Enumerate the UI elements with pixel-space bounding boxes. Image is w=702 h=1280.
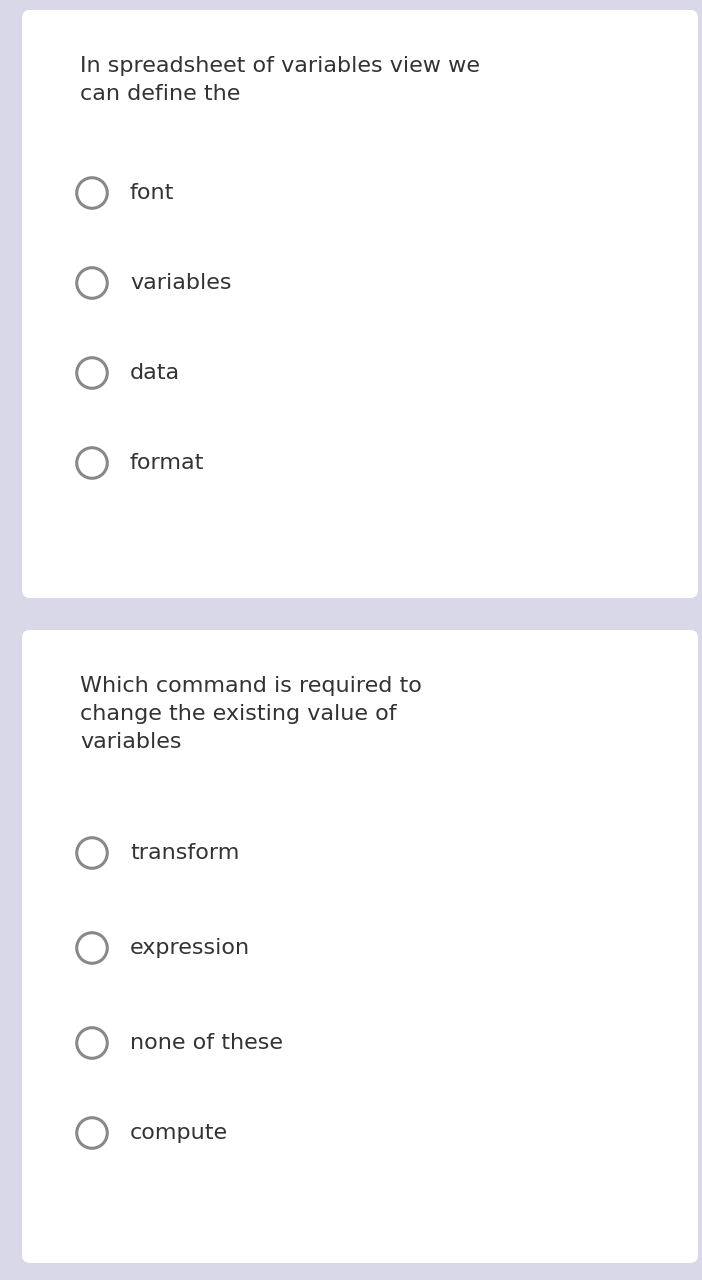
Text: In spreadsheet of variables view we
can define the: In spreadsheet of variables view we can … bbox=[80, 56, 480, 104]
Text: expression: expression bbox=[130, 938, 250, 957]
Text: data: data bbox=[130, 364, 180, 383]
FancyBboxPatch shape bbox=[22, 630, 698, 1263]
Text: font: font bbox=[130, 183, 174, 204]
FancyBboxPatch shape bbox=[22, 10, 698, 598]
Text: none of these: none of these bbox=[130, 1033, 283, 1053]
Text: variables: variables bbox=[130, 273, 232, 293]
Text: transform: transform bbox=[130, 844, 239, 863]
Text: format: format bbox=[130, 453, 204, 474]
Text: Which command is required to
change the existing value of
variables: Which command is required to change the … bbox=[80, 676, 422, 751]
Text: compute: compute bbox=[130, 1123, 228, 1143]
